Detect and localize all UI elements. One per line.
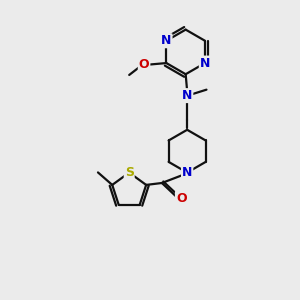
Text: O: O <box>139 58 149 71</box>
Text: O: O <box>176 192 187 205</box>
Text: N: N <box>182 89 192 102</box>
Text: N: N <box>200 57 210 70</box>
Text: S: S <box>125 166 134 179</box>
Text: N: N <box>161 34 172 47</box>
Text: N: N <box>182 166 192 179</box>
